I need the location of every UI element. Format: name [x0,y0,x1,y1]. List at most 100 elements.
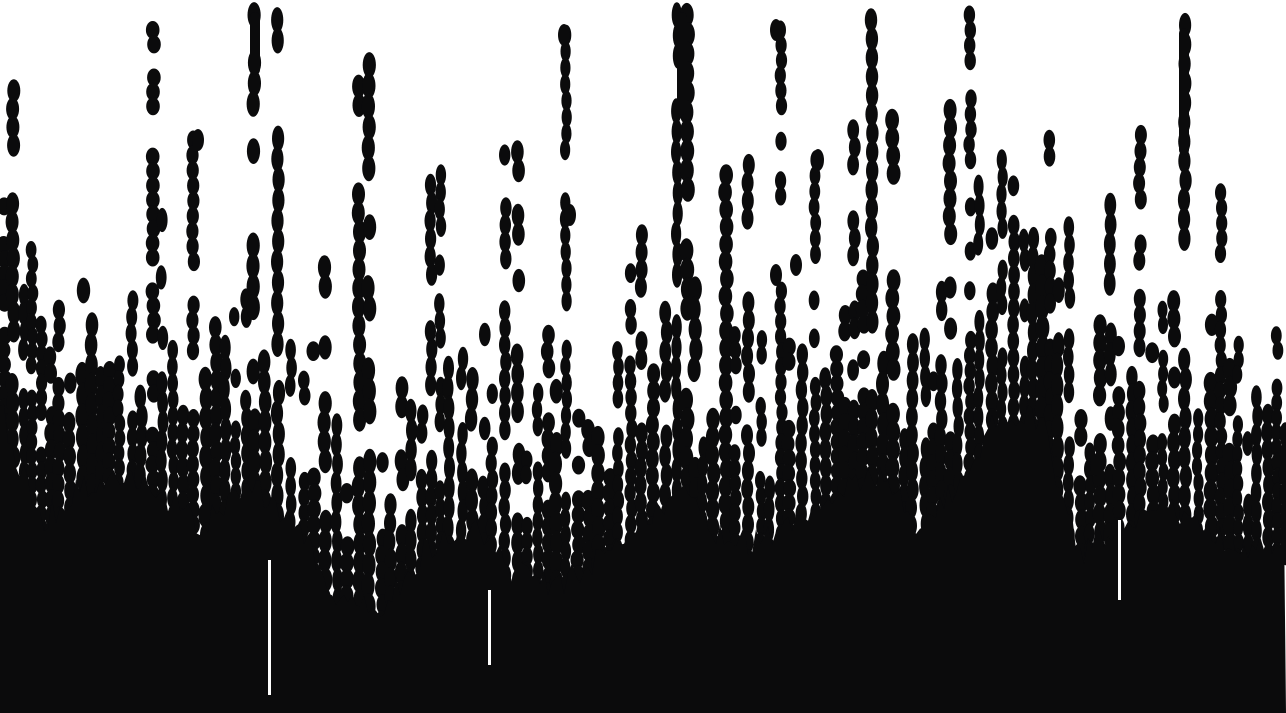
dot [687,356,701,383]
dot [444,455,455,481]
dot [218,375,230,402]
dot [671,221,682,247]
dot [363,448,377,475]
dot [986,282,1000,306]
dot [18,338,29,361]
dot [1216,198,1228,218]
dot [1044,293,1056,314]
dot [963,135,975,155]
dot [558,24,570,46]
dot [340,568,354,590]
dot [974,329,985,353]
dot [35,475,47,494]
dot [1134,413,1147,434]
dot [1232,430,1243,449]
dot [187,424,200,444]
dot [974,348,985,372]
dot [102,452,116,472]
dot [465,468,479,494]
dot [1251,385,1262,409]
dot [718,250,733,273]
dot [865,389,879,413]
dot [943,187,957,210]
dot [1178,483,1191,508]
dot [384,566,397,590]
dot [1112,484,1126,505]
dot [964,51,976,71]
dot [965,437,977,457]
dot [330,471,342,496]
dot [271,269,285,296]
dot [1157,433,1168,452]
dot [167,422,179,443]
dot [352,295,365,319]
dot [671,375,682,402]
dot [647,380,661,402]
dot [997,381,1008,403]
dot [865,215,878,240]
dot [1145,451,1159,472]
dot [146,176,160,195]
dot [52,376,65,398]
dot [511,512,524,536]
dot [1008,281,1020,302]
dot [26,341,38,360]
dot [426,263,438,286]
dot [857,350,871,370]
dot [220,355,232,381]
dot [944,317,958,340]
dot [626,498,638,519]
dot [258,369,271,395]
dot [425,355,437,379]
dot [424,320,436,343]
dot [352,182,365,206]
dot [1214,487,1226,507]
dot [548,491,563,516]
dot [796,343,808,366]
dot [176,422,189,444]
dot [1062,471,1074,494]
dot [479,322,491,347]
dot [485,452,497,474]
dot [136,404,148,429]
dot [866,159,879,183]
dot [1007,397,1020,418]
dot [168,454,180,476]
dot [1092,503,1106,526]
dot [76,465,90,492]
dot [885,340,900,363]
dot [572,535,586,555]
dot [114,458,125,477]
dot [417,404,429,427]
dot [906,423,918,447]
dot [719,406,733,429]
dot [353,332,367,357]
dot [963,407,975,427]
dot [865,407,878,432]
dot [549,550,563,575]
dot [743,442,755,465]
dot [1232,444,1243,464]
dot [332,451,343,477]
dot [145,426,160,445]
dot [985,372,998,396]
dot [362,490,376,516]
dot [876,371,889,397]
dot [35,359,48,378]
dot [394,449,408,473]
dot [561,106,572,128]
dot [934,390,947,413]
dot [550,530,564,556]
dot [485,518,497,539]
dot [187,295,200,315]
dot [1052,277,1065,303]
dot [866,121,879,145]
dot [136,423,148,449]
dot [885,126,900,150]
dot [1063,489,1074,512]
dot [1192,440,1203,461]
dot [1027,339,1038,363]
dot [943,276,957,299]
dot [718,285,733,308]
dot [1203,497,1218,521]
